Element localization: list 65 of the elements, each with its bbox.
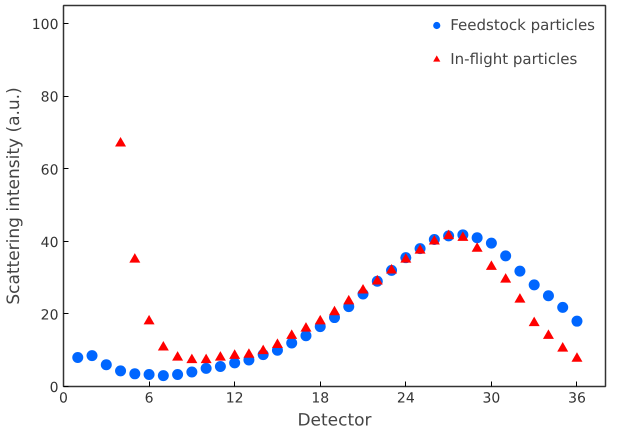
y-tick-label: 60 (40, 162, 59, 178)
x-tick-label: 12 (226, 390, 244, 406)
point (528, 316, 540, 326)
y-tick-label: 40 (40, 234, 59, 251)
point (214, 361, 226, 372)
point (200, 354, 212, 364)
point (172, 351, 184, 361)
x-tick-label: 36 (568, 390, 586, 406)
point (286, 329, 298, 339)
point (172, 369, 184, 380)
x-tick-label: 30 (482, 390, 500, 406)
point (300, 330, 312, 342)
y-tick-label: 0 (50, 380, 59, 396)
legend-label: In-flight particles (450, 50, 578, 68)
y-tick-label: 100 (32, 17, 59, 34)
point (214, 351, 226, 361)
point (486, 260, 497, 270)
point (158, 370, 169, 382)
point (86, 350, 98, 362)
point (571, 316, 582, 327)
point (472, 232, 483, 244)
x-axis-title: Detector (297, 410, 372, 430)
point (158, 340, 169, 350)
point (557, 302, 568, 313)
point (186, 354, 198, 364)
point (129, 253, 140, 263)
x-tick-label: 18 (311, 390, 330, 406)
point (500, 273, 512, 283)
legend-label: Feedstock particles (450, 16, 595, 34)
point (229, 349, 240, 359)
point (243, 348, 254, 358)
point (542, 290, 554, 302)
point (115, 365, 126, 376)
point (300, 322, 312, 332)
point (472, 242, 483, 252)
point (358, 284, 369, 294)
point (486, 238, 497, 249)
y-tick-label: 80 (40, 90, 59, 106)
x-tick-label: 6 (144, 390, 154, 406)
point (115, 137, 126, 147)
point (542, 329, 554, 339)
point (144, 314, 155, 324)
point (200, 362, 212, 374)
point (343, 294, 354, 304)
point (272, 338, 283, 348)
y-tick-label: 20 (40, 307, 59, 324)
point (514, 266, 526, 277)
point (129, 368, 140, 380)
point (144, 369, 155, 380)
point (500, 250, 512, 262)
point (72, 352, 84, 363)
point (286, 337, 298, 348)
point (557, 342, 568, 352)
x-tick-label: 24 (396, 390, 415, 406)
point (372, 274, 383, 284)
point (528, 279, 540, 290)
point (314, 314, 326, 324)
point (229, 357, 240, 368)
point (258, 344, 269, 354)
y-axis-title: Scattering intensity (a.u.) (4, 87, 24, 305)
point (514, 293, 526, 303)
point (186, 366, 198, 378)
point (571, 352, 582, 362)
point (329, 306, 340, 316)
point (100, 359, 112, 370)
